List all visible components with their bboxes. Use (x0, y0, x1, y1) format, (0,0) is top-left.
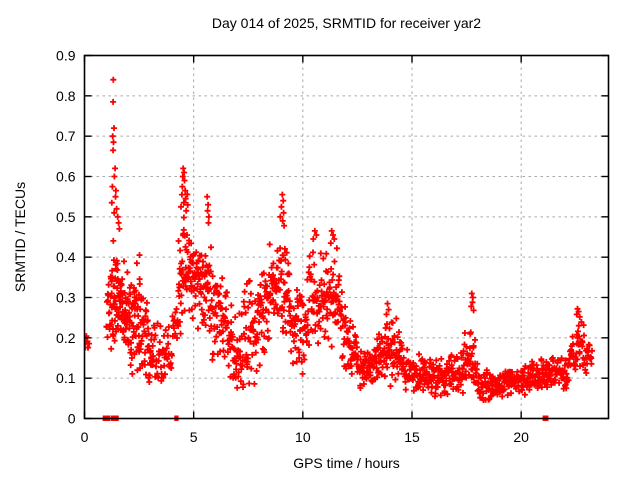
y-tick-label: 0.9 (56, 48, 76, 64)
y-tick-label: 0.5 (56, 209, 76, 225)
data-points-srmtid (84, 76, 595, 403)
y-tick-label: 0.1 (56, 370, 76, 386)
x-tick-label: 15 (404, 429, 420, 445)
y-tick-label: 0 (68, 411, 76, 427)
x-tick-label: 20 (513, 429, 529, 445)
axis-ticks (83, 54, 609, 420)
y-tick-label: 0.3 (56, 290, 76, 306)
x-axis-title: GPS time / hours (293, 455, 400, 471)
plot-border (83, 54, 610, 420)
y-tick-label: 0.2 (56, 330, 76, 346)
y-tick-label: 0.8 (56, 88, 76, 104)
x-tick-label: 10 (295, 429, 311, 445)
x-tick-label: 0 (81, 429, 89, 445)
y-tick-label: 0.7 (56, 128, 76, 144)
y-tick-label: 0.4 (56, 249, 76, 265)
x-tick-labels: 0 5 10 15 20 (81, 429, 530, 445)
chart-title: Day 014 of 2025, SRMTID for receiver yar… (211, 15, 482, 31)
y-tick-label: 0.6 (56, 169, 76, 185)
x-tick-label: 5 (190, 429, 198, 445)
y-tick-labels: 0 0.1 0.2 0.3 0.4 0.5 0.6 0.7 0.8 0.9 (56, 48, 76, 427)
